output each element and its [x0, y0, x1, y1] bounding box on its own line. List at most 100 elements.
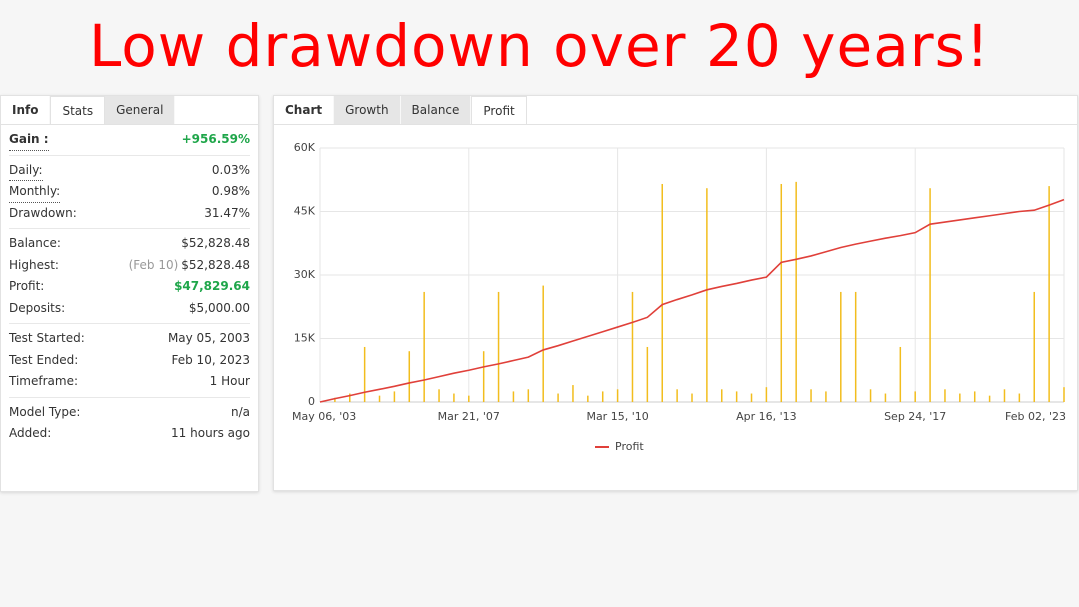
bar: [810, 389, 812, 402]
stats-row: Drawdown: 31.47%: [9, 203, 250, 225]
bar: [840, 291, 842, 402]
stat-label: Profit:: [9, 279, 45, 293]
stat-value-wrap: 1 Hour: [210, 371, 250, 393]
stat-label: Added:: [9, 426, 52, 440]
stats-row: Daily: 0.03%: [9, 160, 250, 181]
bar: [572, 385, 574, 402]
bar: [408, 351, 411, 402]
stat-value: $5,000.00: [188, 300, 250, 315]
bar: [497, 291, 500, 402]
bar: [1003, 389, 1006, 402]
bar: [750, 393, 753, 402]
stat-label: Balance:: [9, 236, 61, 250]
bar: [721, 389, 723, 402]
stat-value: 31.47%: [204, 205, 250, 220]
stats-row: Highest: (Feb 10) $52,828.48: [9, 255, 250, 277]
tab[interactable]: Balance: [400, 96, 472, 124]
bar: [929, 188, 931, 402]
stat-label: Drawdown:: [9, 205, 77, 220]
stat-label: Test Started:: [9, 331, 85, 345]
x-tick-label: Sep 24, '17: [884, 410, 946, 423]
tab[interactable]: General: [105, 96, 176, 124]
stat-value-wrap: May 05, 2003: [168, 328, 250, 350]
stat-label: Model Type:: [9, 404, 81, 419]
stats-row: Deposits: $5,000.00: [9, 298, 250, 320]
stat-value-wrap: n/a: [231, 402, 250, 424]
stat-label: Test Ended:: [9, 352, 79, 367]
stat-value-wrap: +956.59%: [182, 129, 250, 151]
stat-value-wrap: 31.47%: [204, 203, 250, 225]
bar: [646, 346, 649, 402]
bar: [780, 183, 783, 402]
bar: [378, 395, 381, 402]
tab[interactable]: Growth: [334, 96, 401, 124]
bar: [765, 387, 768, 402]
stat-value: n/a: [230, 404, 250, 419]
tab[interactable]: Stats: [50, 96, 106, 124]
bar: [334, 397, 336, 402]
stats-group: Test Started: May 05, 2003 Test Ended: Feb …: [9, 324, 250, 398]
tab: Info: [1, 96, 51, 124]
x-tick-label: Mar 15, '10: [586, 410, 648, 423]
bar: [1048, 186, 1050, 402]
y-tick-label: 0: [308, 395, 315, 408]
bar: [587, 395, 589, 402]
bar: [601, 391, 604, 402]
stat-value: 1 Hour: [209, 374, 250, 388]
stat-label: Deposits:: [9, 300, 66, 315]
legend-label: Profit: [615, 440, 644, 453]
stats-list: Gain : +956.59% Daily: 0.03% Monthly: 0.98% Dr…: [1, 125, 258, 449]
bar: [661, 183, 663, 402]
y-tick-label: 30K: [294, 268, 316, 281]
stat-value: 0.03%: [211, 162, 250, 177]
stat-value-wrap: (Feb 10) $52,828.48: [129, 255, 250, 277]
bar: [349, 393, 351, 402]
bar: [676, 389, 678, 402]
stats-row: Balance: $52,828.48: [9, 233, 250, 255]
stat-value: $52,828.48: [181, 257, 250, 272]
bar: [1033, 291, 1035, 402]
stat-value-wrap: $52,828.48: [181, 233, 250, 255]
stat-value: $52,828.48: [181, 236, 250, 250]
stats-group: Gain : +956.59%: [9, 125, 250, 156]
bar: [825, 391, 827, 402]
stat-value-wrap: 0.98%: [212, 181, 250, 203]
bar: [1063, 387, 1065, 402]
bar: [616, 389, 619, 402]
y-tick-label: 45K: [294, 205, 316, 218]
bar: [988, 395, 991, 402]
headline: Low drawdown over 20 years!: [88, 12, 991, 80]
stats-row: Timeframe: 1 Hour: [9, 371, 250, 393]
bar: [631, 291, 634, 402]
stats-group: Daily: 0.03% Monthly: 0.98% Drawdown: 31.47%: [9, 156, 250, 229]
bar: [542, 285, 544, 402]
bar: [468, 395, 470, 402]
bar: [884, 393, 887, 402]
bar: [557, 393, 559, 402]
bar: [363, 346, 366, 402]
stat-label: Timeframe:: [9, 374, 78, 388]
x-tick-label: May 06, '03: [292, 410, 356, 423]
stat-value-wrap: $5,000.00: [189, 298, 250, 320]
profit-line: [319, 198, 1065, 403]
stats-panel: Info Stats General Gain : +956.59% Daily: 0.0…: [0, 95, 259, 492]
y-tick-label: 60K: [294, 141, 316, 154]
stat-value: $47,829.64: [174, 279, 250, 293]
bar: [973, 391, 976, 402]
stat-label: Monthly:: [9, 181, 61, 203]
bar: [735, 391, 738, 402]
bar: [899, 346, 902, 402]
stat-label: Highest:: [9, 257, 59, 272]
chart-panel: Chart Growth Balance Profit: [273, 95, 1078, 491]
stats-row: Monthly: 0.98%: [9, 181, 250, 203]
bar: [914, 391, 916, 402]
bar: [423, 291, 425, 402]
bar: [944, 389, 946, 402]
stats-row: Profit: $47,829.64: [9, 276, 250, 298]
tab[interactable]: Profit: [471, 96, 527, 124]
stats-row: Test Ended: Feb 10, 2023: [9, 350, 250, 372]
tab-bar: Chart Growth Balance Profit: [274, 96, 1077, 125]
stats-row: Model Type: n/a: [9, 402, 250, 424]
